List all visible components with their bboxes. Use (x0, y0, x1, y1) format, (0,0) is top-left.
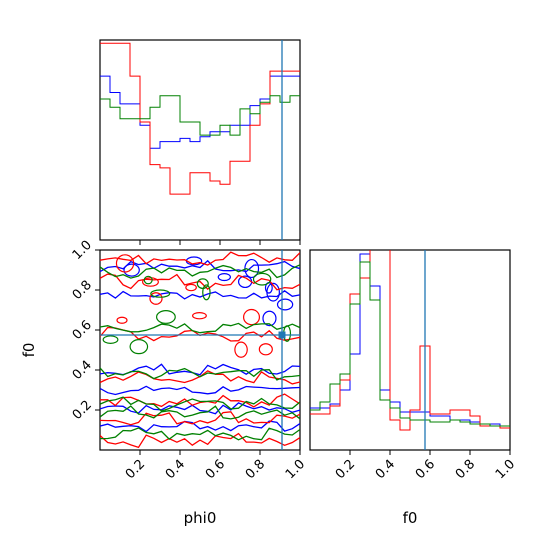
contour-island-blue (123, 263, 140, 277)
contour-red-6 (100, 251, 300, 266)
contour-ytick-label: 0.2 (70, 398, 95, 423)
contour-island-red (149, 292, 163, 305)
contour-island-red (142, 277, 159, 287)
xlabel-phi0: phi0 (184, 509, 217, 527)
contour-lines (100, 251, 300, 449)
hist-f0-step-green (310, 261, 510, 427)
contour-panel: 0.2 0.2 0.4 0.4 0.6 0.6 0.8 0.8 1.0 1.0 phi0 f0 (20, 238, 308, 527)
truth-marker (278, 331, 286, 339)
contour-blue-4 (100, 289, 300, 300)
contour-island-green (143, 275, 153, 285)
hist-f0-panel: 0.2 0.4 0.6 0.8 1.0 f0 (309, 249, 518, 527)
contour-island-blue (217, 272, 232, 282)
contour-green-0 (100, 427, 300, 441)
contour-island-blue (262, 310, 277, 327)
contour-green-2 (100, 396, 300, 412)
contour-island-red (243, 308, 261, 326)
contour-blue-2 (100, 385, 300, 396)
contour-island-red (258, 343, 273, 356)
contour-red-0 (100, 432, 300, 449)
contour-xtick-label: 0.2 (123, 457, 148, 482)
contour-island-blue (276, 298, 294, 311)
hist-phi0-series (100, 42, 300, 195)
contour-island-green (252, 272, 272, 286)
contour-xtick-label: 0.4 (163, 457, 188, 482)
hist-phi0-panel (99, 39, 301, 245)
contour-xtick-label: 0.6 (203, 457, 228, 482)
contour-red-2 (100, 393, 300, 408)
contour-island-red (192, 311, 207, 320)
contour-island-green (202, 284, 211, 301)
contour-green-5 (100, 264, 300, 279)
hist-f0-xtick-label: 0.6 (413, 457, 438, 482)
contour-green-4 (100, 322, 300, 334)
contour-green-3 (100, 367, 300, 381)
contour-ytick-label: 0.4 (70, 358, 95, 383)
contour-ytick-label: 0.8 (70, 278, 95, 303)
contour-island-green (102, 335, 119, 344)
contour-ytick-label: 0.6 (70, 318, 95, 343)
xlabel-f0: f0 (403, 509, 418, 527)
hist-f0-step-blue (310, 253, 510, 427)
contour-blue-0 (100, 420, 300, 433)
hist-f0-xtick-label: 0.4 (373, 457, 398, 482)
contour-island-green (196, 278, 209, 289)
hist-f0-step-red (310, 250, 510, 431)
contour-island-red (115, 254, 135, 273)
contour-island-red (185, 283, 197, 292)
contour-blue-3 (100, 363, 300, 376)
contour-island-red (116, 316, 128, 324)
contour-island-green (156, 310, 176, 324)
contour-green-1 (100, 405, 300, 420)
hist-f0-ticks: 0.2 0.4 0.6 0.8 1.0 (333, 450, 518, 482)
contour-xtick-label: 0.8 (243, 457, 268, 482)
contour-blue-1 (100, 402, 300, 415)
hist-f0-xtick-label: 0.2 (333, 457, 358, 482)
contour-ytick-label: 1.0 (70, 238, 95, 263)
contour-red-1 (100, 411, 300, 426)
contour-red-5 (100, 273, 300, 291)
contour-island-green (129, 339, 149, 355)
ylabel-f0: f0 (20, 343, 38, 358)
contour-island-blue (244, 258, 260, 279)
hist-f0-xtick-label: 1.0 (493, 457, 518, 482)
contour-xtick-label: 1.0 (283, 457, 308, 482)
hist-phi0-ticks (139, 240, 301, 245)
hist-f0-xtick-label: 0.8 (453, 457, 478, 482)
contour-island-red (234, 341, 248, 358)
hist-phi0-step-green (100, 95, 300, 136)
contour-island-green (150, 289, 171, 298)
hist-f0-series (310, 250, 510, 431)
